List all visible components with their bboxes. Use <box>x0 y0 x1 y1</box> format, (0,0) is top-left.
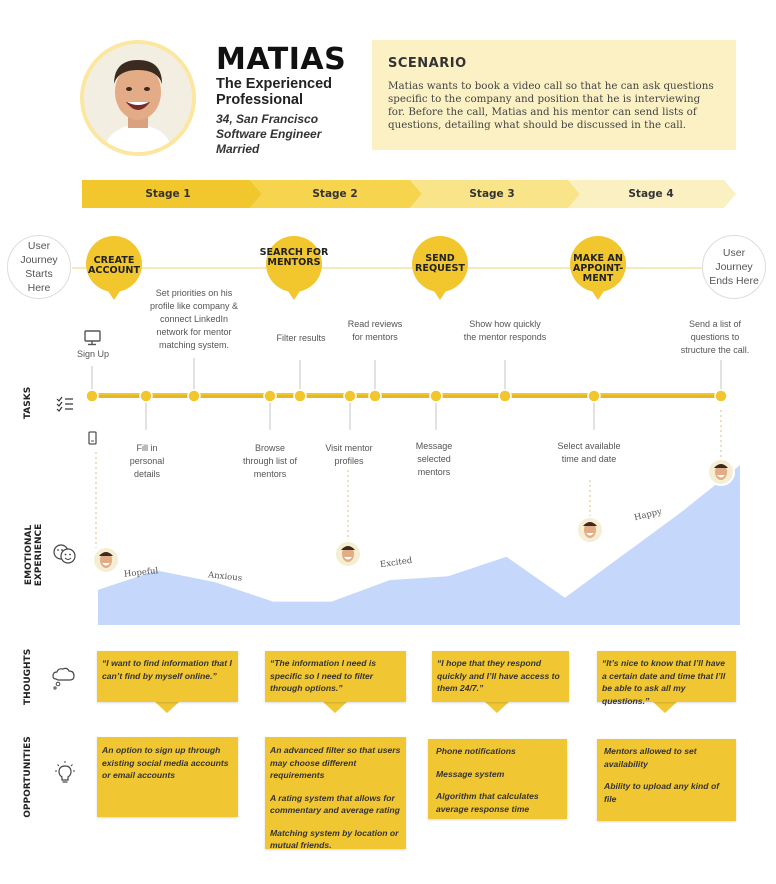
opportunity-item: A rating system that allows for commenta… <box>270 792 400 816</box>
task-dot <box>498 389 512 403</box>
task-dot <box>368 389 382 403</box>
scenario-box: SCENARIO Matias wants to book a video ca… <box>372 40 736 150</box>
emotion-faces-icon <box>53 544 76 564</box>
journey-end-circle: User Journey Ends Here <box>702 235 766 299</box>
scenario-text: Matias wants to book a video call so tha… <box>388 80 714 131</box>
task-above-4: Show how quickly the mentor responds <box>463 319 547 342</box>
milestone-label-3: SEND REQUEST <box>415 253 465 274</box>
stage-arrow-4 <box>568 180 736 208</box>
milestone-pin-1 <box>86 236 142 300</box>
task-above-3: Read reviews for mentors <box>347 319 403 342</box>
thought-text-1: “I want to find information that I can’t… <box>102 658 232 681</box>
stage-arrow-1 <box>82 180 262 208</box>
persona-name: MATIAS <box>216 42 347 77</box>
milestone-pin-2 <box>266 236 322 300</box>
emotion-marker-hopeful <box>92 546 120 574</box>
opportunity-item: Message system <box>436 768 505 779</box>
opportunity-item: Phone notifications <box>436 746 516 756</box>
opportunity-item: Mentors allowed to set availability <box>604 746 697 769</box>
checklist-icon <box>56 396 73 412</box>
journey-start-circle: User Journey Starts Here <box>7 235 71 299</box>
milestone-label-4: MAKE AN APPOINT-MENT <box>572 253 624 284</box>
thought-card-3: “I hope that they respond quickly and I’… <box>432 651 569 702</box>
persona-avatar <box>80 40 196 156</box>
milestone-pin-3 <box>412 236 468 300</box>
task-above-2: Filter results <box>276 333 326 343</box>
task-above-1: Set priorities on his profile like compa… <box>149 288 239 350</box>
task-dot <box>85 389 99 403</box>
opportunity-item: An option to sign up through existing so… <box>102 745 229 780</box>
stage-label-3: Stage 3 <box>469 188 515 200</box>
desktop-icon <box>84 330 101 346</box>
task-below-2: Browse through list of mentors <box>242 443 298 479</box>
stage-label-1: Stage 1 <box>145 188 191 200</box>
task-below-1: Fill in personal details <box>129 443 165 479</box>
lightbulb-icon <box>55 761 75 783</box>
opportunity-card-2: An advanced filter so that users may cho… <box>265 737 406 851</box>
thought-text-4: “It’s nice to know that I’ll have a cert… <box>602 658 726 706</box>
persona-age-location: 34, San Francisco <box>216 112 319 126</box>
journey-end-label: User Journey Ends Here <box>709 247 759 287</box>
task-below-3: Visit mentor profiles <box>325 443 373 466</box>
scenario-title: SCENARIO <box>388 56 467 71</box>
thought-card-4: “It’s nice to know that I’ll have a cert… <box>597 651 736 706</box>
emotion-marker-happy-2 <box>707 458 735 486</box>
stage-arrow-3 <box>410 180 580 208</box>
milestone-label-2: SEARCH FOR MENTORS <box>259 247 329 268</box>
stage-label-4: Stage 4 <box>628 188 674 200</box>
task-below-4: Message selected mentors <box>415 441 453 477</box>
task-below-5: Select available time and date <box>557 441 621 464</box>
milestone-pin-4 <box>570 236 626 300</box>
opportunity-card-3: Phone notifications Message system Algor… <box>428 739 567 819</box>
thought-card-1: “I want to find information that I can’t… <box>97 651 238 702</box>
opportunity-item: Ability to upload any kind of file <box>604 781 720 804</box>
thought-text-3: “I hope that they respond quickly and I’… <box>437 658 560 693</box>
device-label-signup: Sign Up <box>76 349 110 359</box>
thought-card-2: “The information I need is specific so I… <box>265 651 406 702</box>
task-dot <box>343 389 357 403</box>
persona-status: Married <box>216 142 260 156</box>
opportunity-item: Matching system by location or mutual fr… <box>270 827 399 851</box>
task-dot <box>429 389 443 403</box>
journey-start-label: User Journey Starts Here <box>20 240 58 294</box>
emotion-area <box>98 465 740 625</box>
stage-label-2: Stage 2 <box>312 188 358 200</box>
task-dot <box>187 389 201 403</box>
task-dot <box>293 389 307 403</box>
thought-cloud-icon <box>52 667 75 690</box>
opportunity-item: An advanced filter so that users may cho… <box>270 745 401 780</box>
task-above-5: Send a list of questions to structure th… <box>680 319 750 355</box>
persona-role: The Experienced Professional <box>216 76 333 108</box>
opportunity-card-1: An option to sign up through existing so… <box>97 737 238 817</box>
task-dot <box>139 389 153 403</box>
thought-text-2: “The information I need is specific so I… <box>270 658 376 693</box>
stage-arrow-2 <box>250 180 422 208</box>
milestone-label-1: CREATE ACCOUNT <box>87 255 141 276</box>
task-dot <box>587 389 601 403</box>
persona-details: 34, San Francisco Software Engineer Marr… <box>216 112 321 157</box>
opportunity-card-4: Mentors allowed to set availability Abil… <box>597 739 736 821</box>
emotion-marker-excited <box>334 540 362 568</box>
emotion-marker-happy-1 <box>576 516 604 544</box>
persona-face-icon <box>84 44 192 152</box>
persona-occupation: Software Engineer <box>216 127 322 141</box>
opportunity-item: Algorithm that calculates average respon… <box>436 791 539 814</box>
mobile-icon <box>88 431 97 445</box>
task-dot <box>714 389 728 403</box>
task-dot <box>263 389 277 403</box>
